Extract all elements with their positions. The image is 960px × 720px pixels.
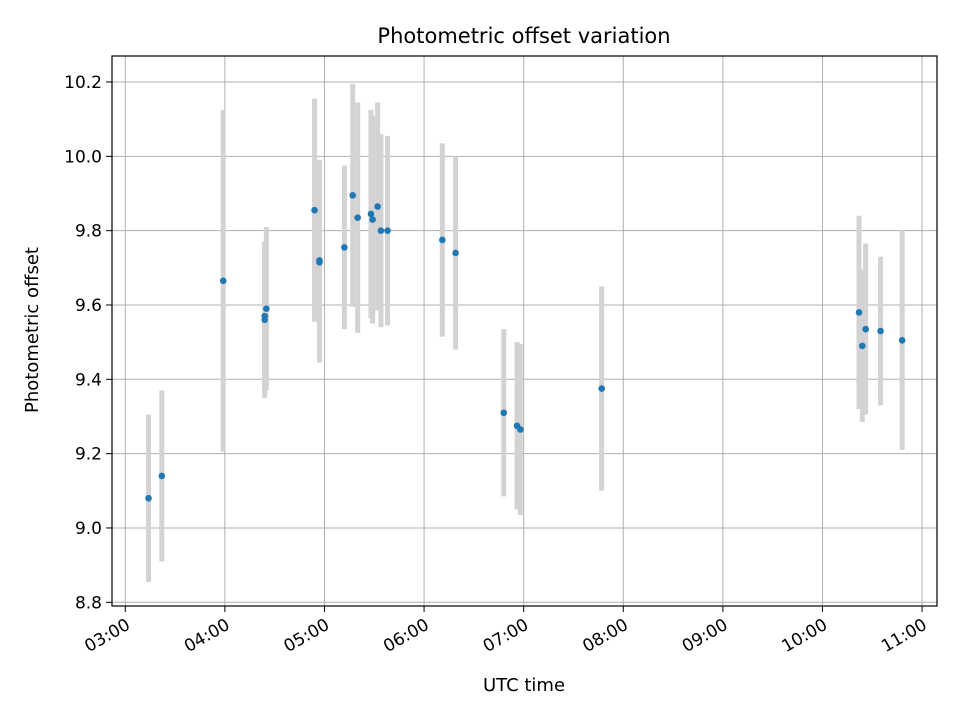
grid-layer xyxy=(112,56,937,606)
data-point xyxy=(145,494,152,502)
y-tick-label: 9.4 xyxy=(75,370,102,390)
chart-title: Photometric offset variation xyxy=(377,24,670,48)
data-point xyxy=(367,210,375,218)
data-point xyxy=(859,342,866,350)
data-point xyxy=(263,305,270,313)
y-axis-label: Photometric offset xyxy=(22,247,43,413)
data-point xyxy=(855,309,863,316)
data-point xyxy=(341,244,348,251)
y-tick-label: 8.8 xyxy=(75,593,102,613)
data-point xyxy=(261,312,269,320)
data-point xyxy=(877,327,884,335)
data-point xyxy=(384,227,391,234)
y-tick-label: 9.0 xyxy=(75,519,102,539)
data-point xyxy=(311,206,318,214)
data-point xyxy=(316,257,323,264)
data-point xyxy=(354,214,361,221)
data-point xyxy=(452,249,459,257)
data-point xyxy=(349,192,356,199)
y-tick-label: 10.2 xyxy=(64,73,102,93)
data-point xyxy=(862,325,869,333)
data-point xyxy=(377,227,385,234)
data-point xyxy=(500,409,508,417)
y-tick-label: 9.6 xyxy=(75,296,102,316)
y-axis-ticks: 8.8 9.0 9.2 9.4 9.6 9.8 10.0 10.2 xyxy=(64,73,112,613)
data-point xyxy=(369,216,376,223)
y-tick-label: 9.8 xyxy=(75,222,102,242)
y-tick-label: 9.2 xyxy=(75,445,102,465)
data-point xyxy=(517,426,524,433)
data-point xyxy=(158,472,166,480)
data-point xyxy=(439,236,446,244)
data-point xyxy=(374,203,381,210)
plot-frame xyxy=(111,55,938,607)
data-point xyxy=(898,336,906,344)
data-point xyxy=(219,277,227,285)
y-tick-label: 10.0 xyxy=(64,147,102,167)
x-axis-label: UTC time xyxy=(483,675,565,696)
data-point xyxy=(598,385,605,392)
point-layer xyxy=(145,192,906,502)
